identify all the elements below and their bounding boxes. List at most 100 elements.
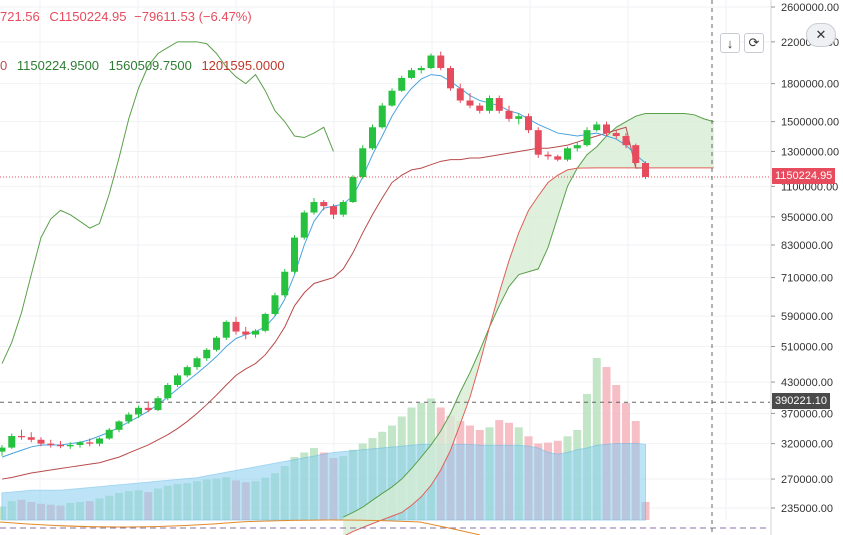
candle-body [583,130,591,146]
y-tick-label: 1100000.00 [781,181,838,193]
candle-body [66,444,74,447]
y-tick-label: 430000.00 [781,377,833,389]
last-price-tag: 1150224.95 [772,168,836,184]
lower-indicator-line [0,519,481,535]
candle-body [310,202,318,213]
refresh-icon: ⟳ [748,35,760,50]
arrow-down-icon: ↓ [726,35,734,51]
candle-body [115,421,123,430]
candle-body [603,124,610,134]
candle-body [612,133,620,137]
scroll-down-button[interactable]: ↓ [720,33,740,53]
kijun-line [1,126,646,480]
y-tick-label: 710000.00 [781,273,833,285]
tenkan-line [1,74,646,458]
candle-body [593,124,601,131]
candle-body [144,407,152,411]
candle-body [476,105,484,111]
candle-body [534,130,542,155]
candle-body [164,384,172,399]
candle-body [515,116,523,119]
close-button[interactable]: ✕ [806,23,836,47]
candle-body [261,314,269,331]
candle-body [417,68,425,71]
candle-body [525,116,532,131]
candle-body [330,206,337,215]
candle-body [291,237,298,272]
y-tick-label: 270000.00 [781,474,833,486]
y-tick-label: 1500000.00 [781,117,839,129]
candle-body [427,55,435,69]
y-tick-label: 510000.00 [781,342,833,354]
y-tick-label: 590000.00 [781,311,833,323]
candle-body [135,407,142,415]
ichimoku-cloud [343,113,714,535]
candle-body [154,398,162,411]
span-a-line [343,112,714,518]
indicator-legend: 0 1150224.9500 1560509.7500 1201595.0000 [0,58,291,73]
candle-body [125,414,133,422]
candle-body [573,145,581,149]
indicator-value-2: 1560509.7500 [108,58,192,73]
candle-body [408,70,415,78]
indicator-first: 0 [0,58,8,73]
lagging-span-line [1,41,334,364]
candle-body [398,77,406,91]
candle-body [203,349,211,359]
candle-body [76,442,84,445]
candle-body [8,435,16,448]
ohlc-legend: 721.56 C1150224.95 −79611.53 (−6.47%) [0,9,252,24]
candle-body [320,202,328,207]
candle-body [544,154,552,157]
y-tick-label: 235000.00 [781,503,833,515]
candle-body [213,337,220,350]
refresh-button[interactable]: ⟳ [744,33,764,53]
close-value: 1150224.95 [58,9,127,24]
y-tick-label: 830000.00 [781,240,833,252]
candle-body [232,321,240,332]
close-icon: ✕ [815,27,827,42]
candle-body [57,444,64,447]
candle-body [281,271,289,296]
candle-body [242,331,250,335]
candle-body [27,437,35,440]
crosshair-price-tag: 390221.10 [772,393,830,409]
candle-body [495,98,503,111]
candle-body [505,110,513,119]
candle-body [437,55,445,69]
close-label: C [49,9,59,24]
candle-body [466,100,474,106]
candle-body [456,88,464,101]
candle-body [378,105,386,128]
candle-body [554,156,562,160]
ohlc-prefix: 721.56 [0,9,40,24]
volume-ma-area [1,443,646,521]
candle-body [193,358,201,368]
candle-body [642,163,649,177]
candle-body [86,442,94,444]
indicator-value-3: 1201595.0000 [201,58,285,73]
candle-body [349,177,357,203]
candle-body [359,148,367,178]
candle-body [0,447,6,452]
candle-body [174,375,181,385]
y-tick-label: 370000.00 [781,408,833,420]
volume-bar [592,358,601,520]
y-tick-label: 2600000.00 [781,2,839,14]
y-tick-label: 1800000.00 [781,79,839,91]
volume-bar [602,367,611,520]
y-tick-label: 320000.00 [781,439,833,451]
change-value: −79611.53 (−6.47%) [134,9,252,24]
candle-body [486,98,493,111]
candle-body [447,68,454,89]
candle-body [96,438,103,444]
indicator-value-1: 1150224.9500 [16,58,100,73]
span-b-line [345,167,714,535]
candle-body [37,439,45,444]
candle-body [339,202,347,215]
candle-body [271,295,279,315]
candle-body [369,127,376,149]
candle-body [222,321,230,338]
